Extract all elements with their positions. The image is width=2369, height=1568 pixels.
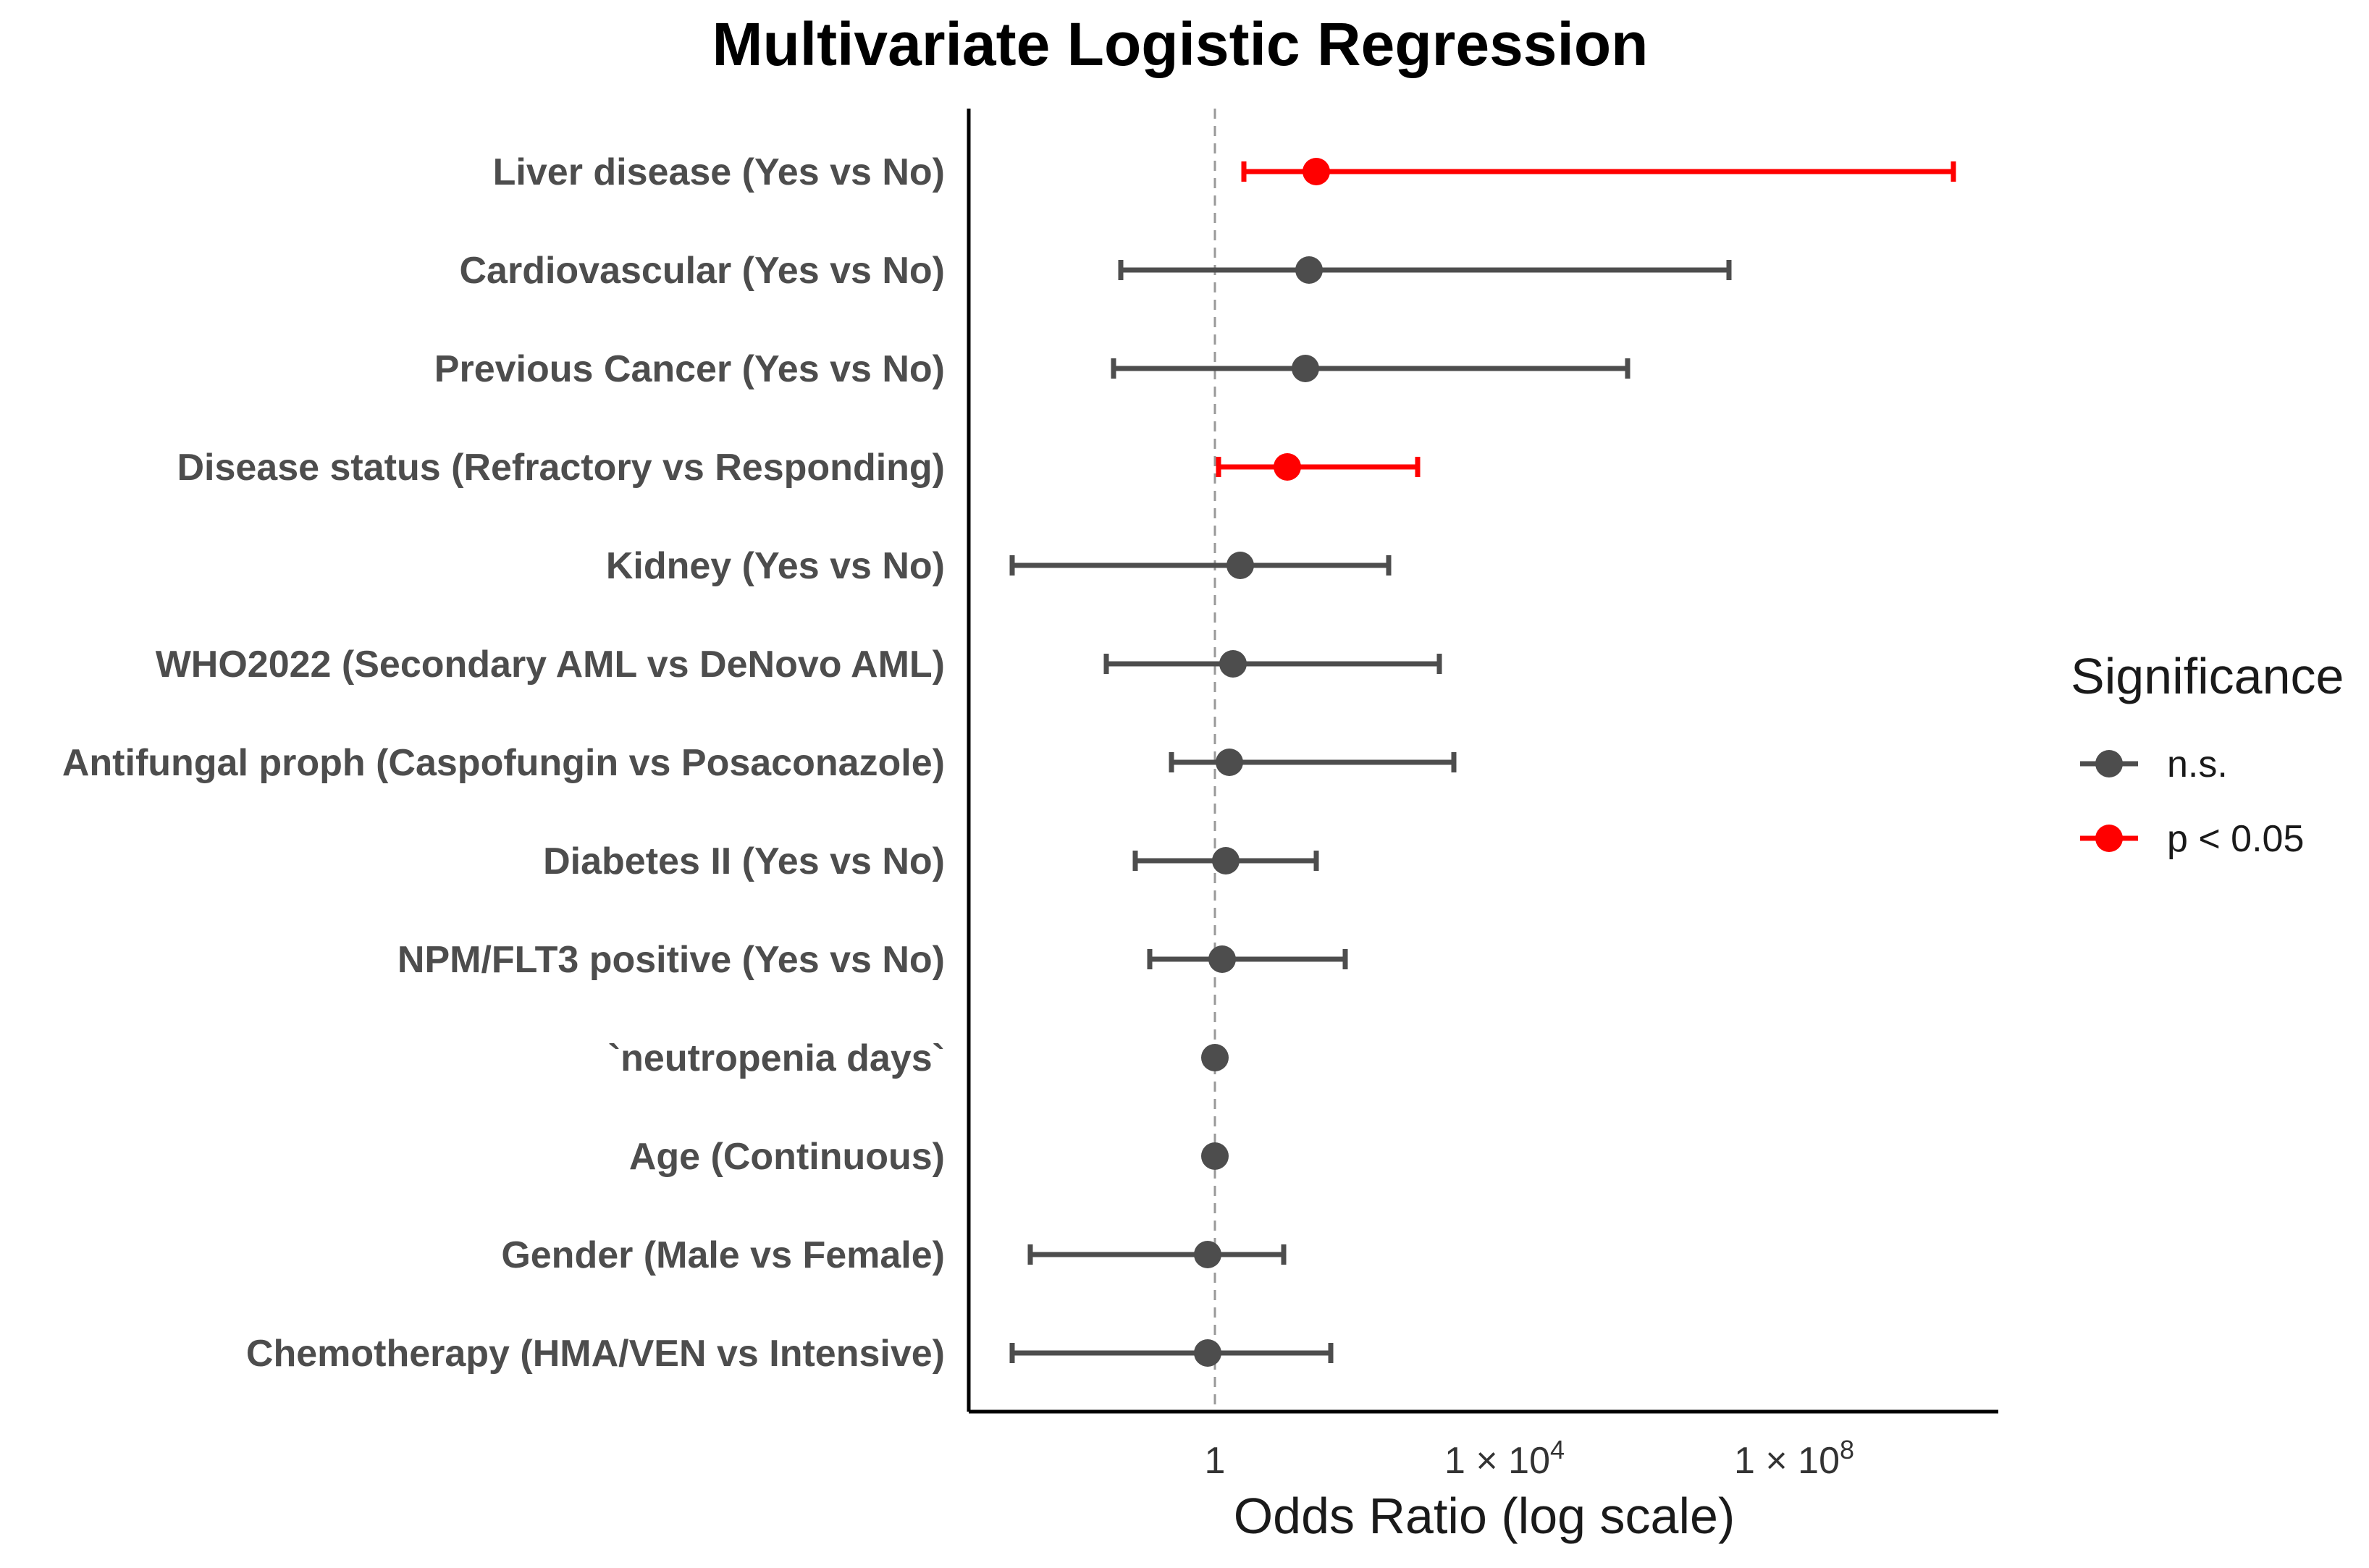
row-label: NPM/FLT3 positive (Yes vs No)	[397, 939, 945, 981]
odds-ratio-point	[1201, 1142, 1229, 1170]
forest-row	[1147, 945, 1348, 973]
legend-key-point	[2095, 750, 2123, 777]
forest-row	[1009, 552, 1392, 579]
forest-row	[1169, 749, 1457, 776]
row-label: Antifungal proph (Caspofungin vs Posacon…	[62, 742, 945, 784]
odds-ratio-point	[1194, 1339, 1221, 1367]
legend-item: p < 0.05	[2080, 818, 2304, 860]
forest-row	[1201, 1044, 1229, 1071]
row-label: Previous Cancer (Yes vs No)	[434, 348, 945, 390]
forest-row	[1118, 256, 1732, 284]
row-label: Kidney (Yes vs No)	[606, 545, 945, 587]
odds-ratio-point	[1208, 945, 1236, 973]
row-label: Diabetes II (Yes vs No)	[543, 840, 945, 882]
plot-panel	[1009, 109, 1956, 1412]
forest-row	[1111, 355, 1630, 382]
forest-row	[1201, 1142, 1229, 1170]
forest-row	[1103, 650, 1442, 678]
row-label: Cardiovascular (Yes vs No)	[459, 250, 945, 292]
row-label: WHO2022 (Secondary AML vs DeNovo AML)	[156, 644, 945, 686]
odds-ratio-point	[1295, 256, 1323, 284]
legend-item: n.s.	[2080, 743, 2228, 785]
legend-key-point	[2095, 825, 2123, 852]
row-label: Gender (Male vs Female)	[501, 1234, 945, 1276]
forest-row	[1132, 847, 1319, 874]
row-label: Age (Continuous)	[629, 1136, 945, 1178]
odds-ratio-point	[1216, 749, 1243, 776]
legend-entries: n.s. p < 0.05	[2080, 743, 2304, 860]
forest-row	[1009, 1339, 1334, 1367]
legend-title: Significance	[2071, 648, 2344, 704]
odds-ratio-point	[1201, 1044, 1229, 1071]
x-axis-title: Odds Ratio (log scale)	[1234, 1488, 1735, 1544]
odds-ratio-point	[1292, 355, 1319, 382]
forest-row	[1241, 158, 1956, 185]
row-label: `neutropenia days`	[608, 1037, 945, 1079]
legend-label: n.s.	[2167, 743, 2228, 785]
row-label: Chemotherapy (HMA/VEN vs Intensive)	[246, 1333, 945, 1375]
chart-title: Multivariate Logistic Regression	[712, 10, 1649, 78]
x-axis-ticks: 1 1 × 104 1 × 108	[1205, 1435, 1854, 1482]
legend-label: p < 0.05	[2167, 818, 2304, 860]
forest-row	[1027, 1241, 1287, 1268]
odds-ratio-point	[1226, 552, 1254, 579]
odds-ratio-point	[1219, 650, 1247, 678]
odds-ratio-point	[1194, 1241, 1221, 1268]
odds-ratio-point	[1274, 453, 1301, 481]
odds-ratio-point	[1212, 847, 1240, 874]
x-tick-label: 1	[1205, 1440, 1226, 1482]
legend: Significance n.s. p < 0.05	[2071, 648, 2344, 860]
odds-ratio-point	[1303, 158, 1330, 185]
row-label: Liver disease (Yes vs No)	[493, 151, 945, 193]
x-tick-label: 1 × 108	[1734, 1435, 1854, 1482]
forest-row	[1216, 453, 1421, 481]
x-tick-label: 1 × 104	[1444, 1435, 1565, 1482]
y-axis-labels: Liver disease (Yes vs No) Cardiovascular …	[62, 151, 945, 1375]
row-label: Disease status (Refractory vs Responding…	[177, 447, 945, 489]
